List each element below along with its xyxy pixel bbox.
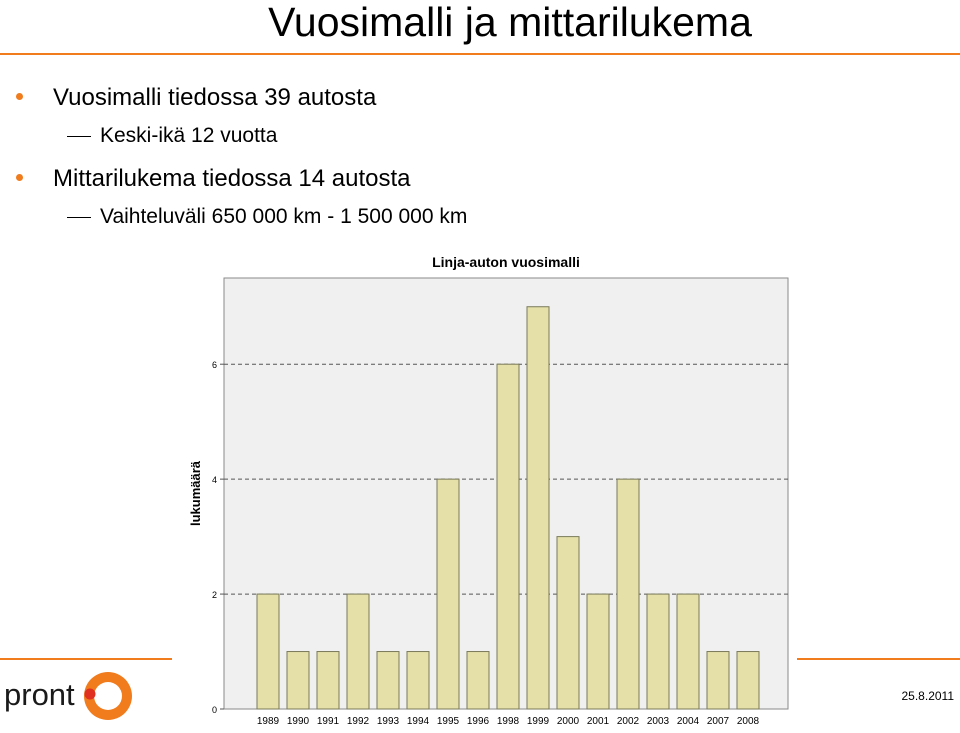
- x-tick-label: 1994: [407, 716, 430, 727]
- bar: [706, 651, 730, 710]
- bar: [406, 651, 430, 710]
- bullet-dot-icon: [16, 174, 23, 181]
- bar: [346, 593, 370, 710]
- x-tick-label: 2003: [647, 716, 670, 727]
- bar: [496, 363, 520, 710]
- sub-bullet-range: Vaihteluväli 650 000 km - 1 500 000 km: [67, 204, 468, 230]
- logo-dot-icon: [84, 688, 96, 700]
- pronto-logo: pront: [4, 672, 132, 720]
- bar: [256, 593, 280, 710]
- y-tick-label: 4: [212, 475, 217, 485]
- dash-icon: [67, 217, 91, 218]
- x-tick-label: 2008: [737, 716, 760, 727]
- x-tick-label: 1995: [437, 716, 460, 727]
- x-tick-label: 2000: [557, 716, 580, 727]
- y-axis-label: lukumäärä: [188, 460, 203, 526]
- bar: [556, 536, 580, 710]
- y-tick-label: 6: [212, 360, 217, 370]
- x-tick-label: 1992: [347, 716, 370, 727]
- footer-rule-right: [797, 658, 960, 660]
- bullet-dot-icon: [16, 93, 23, 100]
- bar: [616, 478, 640, 710]
- bar: [316, 651, 340, 710]
- bar: [466, 651, 490, 710]
- x-tick-label: 1991: [317, 716, 340, 727]
- sub-bullet-text: Keski-ikä 12 vuotta: [100, 124, 278, 147]
- x-tick-label: 2001: [587, 716, 610, 727]
- bar: [586, 593, 610, 710]
- bar: [376, 651, 400, 710]
- bullet-text: Mittarilukema tiedossa 14 autosta: [53, 165, 411, 192]
- sub-bullet-average-age: Keski-ikä 12 vuotta: [67, 123, 278, 149]
- bar: [526, 306, 550, 710]
- bullet-odometer: Mittarilukema tiedossa 14 autosta: [16, 165, 411, 193]
- bar: [436, 478, 460, 710]
- chart-title: Linja-auton vuosimalli: [432, 254, 580, 270]
- bar: [286, 651, 310, 710]
- x-tick-label: 1998: [497, 716, 520, 727]
- sub-bullet-text: Vaihteluväli 650 000 km - 1 500 000 km: [100, 205, 468, 228]
- y-tick-label: 2: [212, 590, 217, 600]
- y-tick-label: 0: [212, 705, 217, 715]
- footer-rule-left: [0, 658, 172, 660]
- x-tick-label: 2007: [707, 716, 730, 727]
- x-tick-label: 1989: [257, 716, 280, 727]
- logo-text: pront: [4, 677, 75, 712]
- x-tick-label: 1996: [467, 716, 490, 727]
- logo-ring-hole: [94, 682, 122, 710]
- bullet-model-year: Vuosimalli tiedossa 39 autosta: [16, 84, 377, 112]
- bullet-text: Vuosimalli tiedossa 39 autosta: [53, 84, 377, 111]
- bar-chart: Linja-auton vuosimalli 0 2 4 6 lukumäärä 1989 1…: [188, 254, 789, 727]
- dash-icon: [67, 136, 91, 137]
- slide-title: Vuosimalli ja mittarilukema: [268, 0, 752, 45]
- x-tick-label: 1999: [527, 716, 550, 727]
- x-tick-label: 2004: [677, 716, 700, 727]
- slide-date: 25.8.2011: [901, 689, 955, 703]
- bar: [736, 651, 760, 710]
- title-rule: [0, 53, 960, 55]
- bar: [676, 593, 700, 710]
- bar: [646, 593, 670, 710]
- x-tick-label: 1990: [287, 716, 310, 727]
- x-tick-label: 2002: [617, 716, 640, 727]
- x-tick-label: 1993: [377, 716, 400, 727]
